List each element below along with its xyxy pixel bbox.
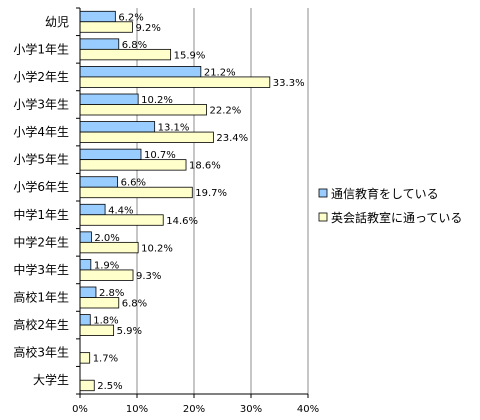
- data-label: 2.8%: [99, 288, 124, 299]
- bar: [79, 269, 134, 281]
- category-label: 大学生: [33, 372, 69, 387]
- bars: [79, 10, 271, 392]
- bar: [79, 10, 116, 23]
- bar: [79, 324, 115, 336]
- category-label: 小学5年生: [13, 152, 69, 167]
- bar: [79, 93, 139, 105]
- data-label: 9.2%: [135, 23, 160, 34]
- data-label: 15.9%: [174, 50, 206, 61]
- bar: [79, 38, 120, 50]
- data-label: 1.9%: [94, 260, 119, 271]
- bar: [79, 297, 120, 309]
- legend-swatch: [318, 212, 328, 222]
- x-tick-label: 30%: [240, 404, 262, 415]
- legend-swatch: [318, 188, 328, 198]
- data-label: 10.7%: [144, 150, 176, 161]
- bar: [79, 176, 119, 188]
- bar: [79, 21, 133, 33]
- bar: [79, 148, 142, 161]
- legend-label: 英会話教室に通っている: [331, 210, 462, 225]
- data-label: 4.4%: [108, 205, 133, 216]
- bar: [79, 231, 92, 243]
- data-label: 5.9%: [117, 326, 142, 337]
- bar: [79, 159, 187, 171]
- data-label: 10.2%: [141, 243, 173, 254]
- category-label: 小学3年生: [13, 97, 69, 112]
- bar: [79, 66, 202, 78]
- data-label: 2.5%: [97, 381, 122, 392]
- bar: [79, 352, 91, 364]
- bar: [79, 76, 271, 88]
- category-label: 小学6年生: [13, 179, 69, 194]
- data-label: 14.6%: [166, 216, 198, 227]
- data-label: 10.2%: [141, 95, 173, 106]
- bar: [79, 121, 156, 133]
- bar: [79, 241, 139, 254]
- data-label: 22.2%: [210, 106, 242, 117]
- x-tick-label: 20%: [183, 404, 205, 415]
- x-tick-label: 40%: [297, 404, 319, 415]
- category-label: 中学2年生: [13, 234, 69, 249]
- data-label: 13.1%: [158, 123, 190, 134]
- bar: [79, 48, 172, 61]
- category-label: 高校1年生: [13, 290, 69, 305]
- bar: [79, 314, 91, 326]
- data-label: 6.8%: [122, 40, 147, 51]
- category-label: 幼児: [45, 15, 69, 29]
- data-label: 9.3%: [136, 271, 161, 282]
- category-label: 高校3年生: [13, 345, 69, 360]
- data-label: 23.4%: [216, 133, 248, 144]
- data-label: 1.7%: [93, 354, 118, 365]
- data-label: 21.2%: [204, 67, 236, 78]
- data-label: 6.2%: [118, 12, 143, 23]
- labels: 0% 10% 20% 30% 40% 幼児 6.2%9.2% 小学1年生 6.8% 15.9% 小学…: [13, 12, 319, 415]
- data-label: 19.7%: [195, 188, 227, 199]
- bar: [79, 259, 92, 271]
- category-label: 中学1年生: [13, 207, 69, 222]
- bar: [79, 286, 97, 298]
- category-label: 高校2年生: [13, 317, 69, 332]
- category-label: 小学4年生: [13, 124, 69, 139]
- bar: [79, 186, 193, 199]
- bar: [79, 131, 214, 143]
- axes: [76, 7, 309, 398]
- legend-label: 通信教育をしている: [331, 186, 439, 201]
- category-label: 中学3年生: [13, 262, 69, 277]
- x-tick-label: 10%: [126, 404, 148, 415]
- data-label: 6.8%: [122, 299, 147, 310]
- x-tick-label: 0%: [72, 404, 88, 415]
- data-label: 2.0%: [94, 233, 119, 244]
- data-label: 18.6%: [189, 161, 221, 172]
- bar: [79, 379, 95, 392]
- bar: [79, 203, 106, 216]
- category-label: 小学1年生: [13, 41, 69, 56]
- bar: [79, 214, 164, 226]
- gridlines: [136, 8, 309, 394]
- category-label: 小学2年生: [13, 69, 69, 84]
- bar: [79, 104, 207, 116]
- data-label: 33.3%: [273, 78, 305, 89]
- data-label: 1.8%: [93, 316, 118, 327]
- data-label: 6.6%: [121, 178, 146, 189]
